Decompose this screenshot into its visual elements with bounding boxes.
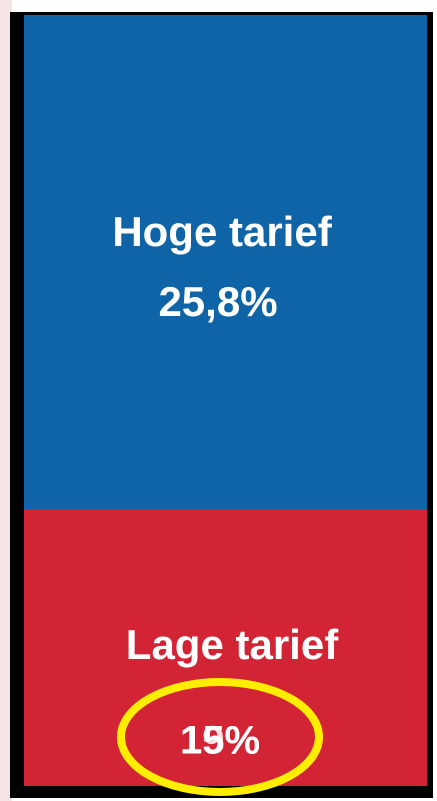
low-rate-label: Lage tarief	[126, 621, 339, 668]
background-strip	[0, 0, 12, 801]
high-rate-value: 25,8%	[158, 278, 277, 325]
high-rate-label: Hoge tarief	[112, 208, 332, 255]
low-rate-value: 15%	[180, 719, 260, 763]
high-rate-block	[24, 15, 427, 509]
low-rate-block	[24, 509, 427, 786]
low-rate-value-overlay: 19%	[180, 719, 260, 763]
highlight-circle	[117, 678, 323, 796]
